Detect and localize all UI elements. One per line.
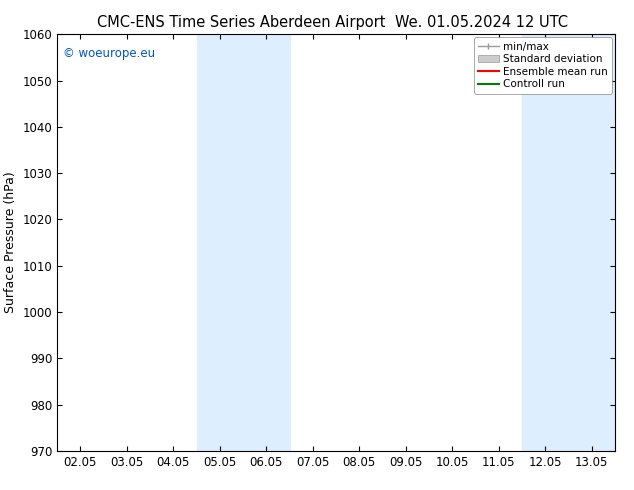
- Text: © woeurope.eu: © woeurope.eu: [63, 47, 155, 60]
- Bar: [522, 34, 615, 451]
- Text: CMC-ENS Time Series Aberdeen Airport: CMC-ENS Time Series Aberdeen Airport: [96, 15, 385, 30]
- Bar: [197, 34, 290, 451]
- Legend: min/max, Standard deviation, Ensemble mean run, Controll run: min/max, Standard deviation, Ensemble me…: [474, 37, 612, 94]
- Text: We. 01.05.2024 12 UTC: We. 01.05.2024 12 UTC: [396, 15, 568, 30]
- Y-axis label: Surface Pressure (hPa): Surface Pressure (hPa): [4, 172, 17, 314]
